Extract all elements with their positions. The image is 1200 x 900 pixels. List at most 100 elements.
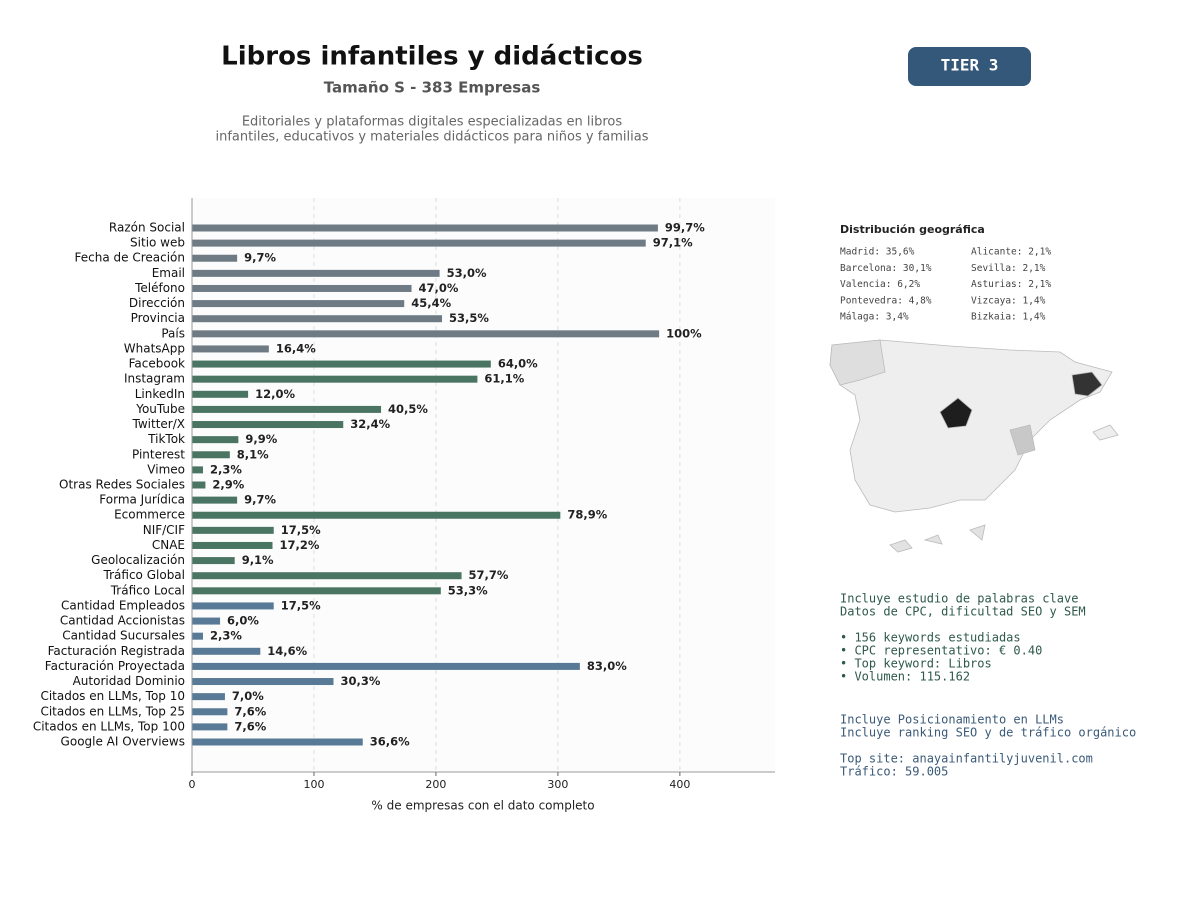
bar [192,647,261,655]
value-label: 36,6% [370,735,410,749]
value-label: 6,0% [227,614,259,628]
y-tick-label: LinkedIn [135,387,185,401]
bar [192,390,249,398]
y-tick-label: Fecha de Creación [75,251,185,265]
value-label: 2,3% [210,629,242,643]
geo-item: Asturias: 2,1% [971,279,1051,290]
geo-item: Valencia: 6,2% [840,279,920,290]
geo-item: Bizkaia: 1,4% [971,312,1046,323]
llm-line: Top site: anayainfantilyjuvenil.com [840,752,1093,766]
value-label: 9,7% [244,493,276,507]
geo-item: Pontevedra: 4,8% [840,295,932,306]
bar [192,466,203,474]
y-tick-label: Twitter/X [132,417,185,431]
value-label: 2,9% [212,478,244,492]
geo-item: Sevilla: 2,1% [971,263,1046,274]
bar [192,602,274,610]
canaries [889,524,986,553]
value-label: 53,0% [447,266,487,280]
value-label: 40,5% [388,402,428,416]
y-tick-label: Geolocalización [91,553,185,567]
bar [192,254,238,262]
bar [192,436,239,444]
value-label: 7,6% [234,704,266,718]
value-label: 61,1% [484,372,524,386]
y-tick-label: Cantidad Accionistas [60,614,185,628]
value-label: 9,1% [242,553,274,567]
bar [192,224,658,232]
bar [192,526,274,534]
y-tick-label: Vimeo [147,462,185,476]
y-tick-label: Facturación Proyectada [45,659,185,673]
bar [192,693,225,701]
y-tick-label: Cantidad Empleados [61,598,185,612]
y-tick-label: Forma Jurídica [99,493,185,507]
y-tick-label: Facebook [129,357,185,371]
y-tick-label: Facturación Registrada [48,644,185,658]
x-tick-label: 100 [303,778,324,791]
bar [192,708,228,716]
badge-text: TIER 3 [941,56,999,75]
bar [192,239,646,247]
y-tick-label: Ecommerce [114,508,185,522]
region [829,339,886,386]
value-label: 47,0% [419,281,459,295]
badge [908,47,1031,86]
bar [192,451,230,459]
bar [192,572,462,580]
y-tick-label: Citados en LLMs, Top 25 [40,704,185,718]
keyword-line: • Top keyword: Libros [840,657,992,671]
value-label: 53,5% [449,311,489,325]
y-tick-label: Dirección [129,296,185,310]
valencia [1009,424,1036,456]
geo-list: Madrid: 35,6% Barcelona: 30,1% Valencia: 6… [840,247,1051,323]
bar [192,300,405,308]
bar [192,284,412,292]
value-label: 53,3% [448,583,488,597]
x-axis-label: % de empresas con el dato completo [371,799,594,813]
bar [192,315,443,323]
x-tick-label: 400 [669,778,690,791]
title: Libros infantiles y didácticos [221,42,643,72]
keyword-line: • 156 keywords estudiadas [840,631,1021,645]
bar [192,617,221,625]
bar [192,587,441,595]
geo-title: Distribución geográfica [840,223,985,236]
y-tick-label: Teléfono [134,281,185,295]
value-label: 17,2% [279,538,319,552]
bars [191,198,681,772]
value-label: 97,1% [653,236,693,250]
bar [192,678,334,686]
value-label: 78,9% [567,508,607,522]
x-tick-label: 0 [189,778,196,791]
bar [192,511,561,519]
bar [192,481,206,489]
x-tick-label: 300 [547,778,568,791]
y-tick-label: Autoridad Dominio [73,674,185,688]
mainland [829,339,1113,513]
y-tick-label: Pinterest [132,447,185,461]
value-label: 7,6% [234,719,266,733]
llm-line: Tráfico: 59.005 [840,765,948,779]
value-label: 32,4% [350,417,390,431]
y-tick-label: Tráfico Local [110,583,185,597]
x-tick-label: 200 [425,778,446,791]
y-tick-label: Sitio web [130,236,185,250]
value-label: 16,4% [276,341,316,355]
value-label: 57,7% [469,568,509,582]
bar [192,557,235,565]
bar [192,375,478,383]
bar [192,723,228,731]
bar [192,360,491,368]
map [829,339,1119,553]
keyword-line: • Volumen: 115.162 [840,670,970,684]
llm-line: Incluye ranking SEO y de tráfico orgánic… [840,726,1136,740]
value-label: 45,4% [411,296,451,310]
bar [192,330,660,338]
value-label: 83,0% [587,659,627,673]
y-tick-label: Otras Redes Sociales [59,478,185,492]
y-tick-label: Cantidad Sucursales [62,629,185,643]
keyword-line: Datos de CPC, dificultad SEO y SEM [840,605,1086,619]
